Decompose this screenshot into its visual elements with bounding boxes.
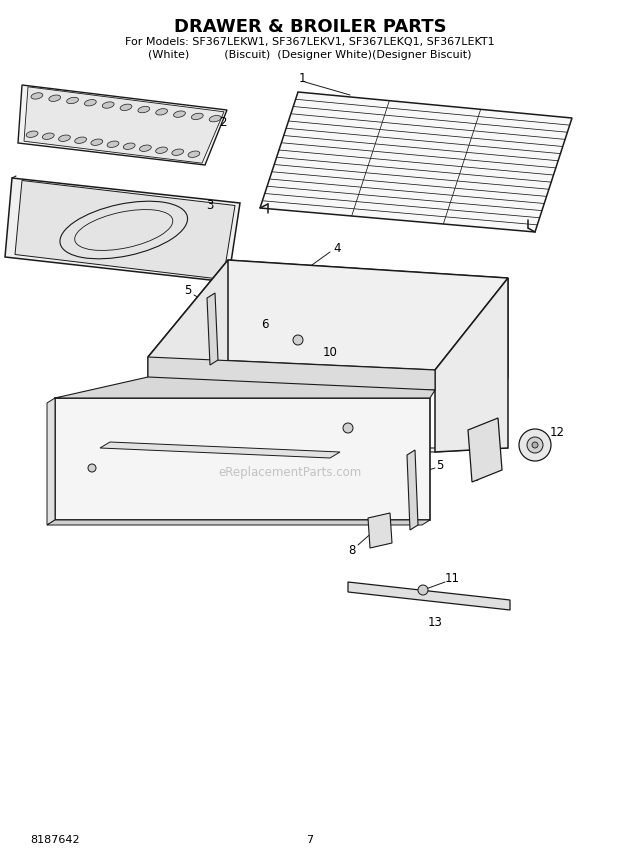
Ellipse shape [123, 143, 135, 150]
Polygon shape [47, 520, 430, 525]
Text: 13: 13 [428, 615, 443, 628]
Text: 12: 12 [549, 425, 564, 438]
Ellipse shape [91, 139, 103, 146]
Polygon shape [468, 418, 502, 482]
Text: 6: 6 [344, 449, 352, 461]
Text: 8: 8 [348, 544, 356, 556]
Ellipse shape [120, 104, 132, 110]
Text: 7: 7 [306, 835, 314, 845]
Text: For Models: SF367LEKW1, SF367LEKV1, SF367LEKQ1, SF367LEKT1: For Models: SF367LEKW1, SF367LEKV1, SF36… [125, 37, 495, 47]
Ellipse shape [156, 109, 167, 115]
Polygon shape [47, 398, 55, 525]
Ellipse shape [140, 145, 151, 152]
Circle shape [519, 429, 551, 461]
Polygon shape [5, 178, 240, 282]
Ellipse shape [31, 92, 43, 99]
Ellipse shape [209, 116, 221, 122]
Polygon shape [100, 442, 340, 458]
Polygon shape [148, 260, 228, 450]
Polygon shape [15, 181, 235, 280]
Text: eReplacementParts.com: eReplacementParts.com [218, 466, 361, 479]
Polygon shape [148, 448, 508, 452]
Circle shape [343, 423, 353, 433]
Circle shape [532, 442, 538, 448]
Ellipse shape [75, 137, 87, 144]
Text: 5: 5 [184, 284, 192, 298]
Ellipse shape [102, 102, 114, 108]
Circle shape [418, 585, 428, 595]
Polygon shape [18, 85, 227, 165]
Polygon shape [407, 450, 418, 530]
Polygon shape [368, 513, 392, 548]
Polygon shape [55, 398, 430, 520]
Text: 7: 7 [74, 405, 82, 418]
Ellipse shape [172, 149, 184, 156]
Polygon shape [207, 293, 218, 365]
Circle shape [293, 335, 303, 345]
Circle shape [88, 464, 96, 472]
Ellipse shape [138, 106, 149, 113]
Polygon shape [55, 377, 435, 398]
Polygon shape [148, 357, 435, 390]
Ellipse shape [49, 95, 61, 101]
Ellipse shape [84, 99, 96, 106]
Text: 10: 10 [322, 346, 337, 359]
Polygon shape [148, 260, 508, 370]
Ellipse shape [188, 151, 200, 158]
Text: DRAWER & BROILER PARTS: DRAWER & BROILER PARTS [174, 18, 446, 36]
Ellipse shape [174, 111, 185, 117]
Polygon shape [24, 86, 224, 163]
Ellipse shape [26, 131, 38, 138]
Text: 11: 11 [445, 572, 459, 585]
Text: 9: 9 [472, 471, 480, 484]
Ellipse shape [58, 135, 70, 141]
Circle shape [527, 437, 543, 453]
Text: 5: 5 [436, 459, 444, 472]
Ellipse shape [107, 141, 119, 147]
Text: 1: 1 [298, 72, 306, 85]
Text: 10: 10 [51, 475, 66, 489]
Polygon shape [435, 278, 508, 452]
Ellipse shape [192, 113, 203, 120]
Ellipse shape [66, 98, 79, 104]
Text: 8187642: 8187642 [30, 835, 79, 845]
Polygon shape [228, 260, 508, 378]
Polygon shape [348, 582, 510, 610]
Text: 2: 2 [219, 116, 227, 128]
Text: 6: 6 [261, 318, 268, 330]
Ellipse shape [42, 133, 54, 140]
Ellipse shape [156, 147, 167, 153]
Text: 3: 3 [206, 199, 214, 211]
Polygon shape [260, 92, 572, 232]
Text: (White)          (Biscuit)  (Designer White)(Designer Biscuit): (White) (Biscuit) (Designer White)(Desig… [148, 50, 472, 60]
Text: 4: 4 [334, 241, 341, 254]
